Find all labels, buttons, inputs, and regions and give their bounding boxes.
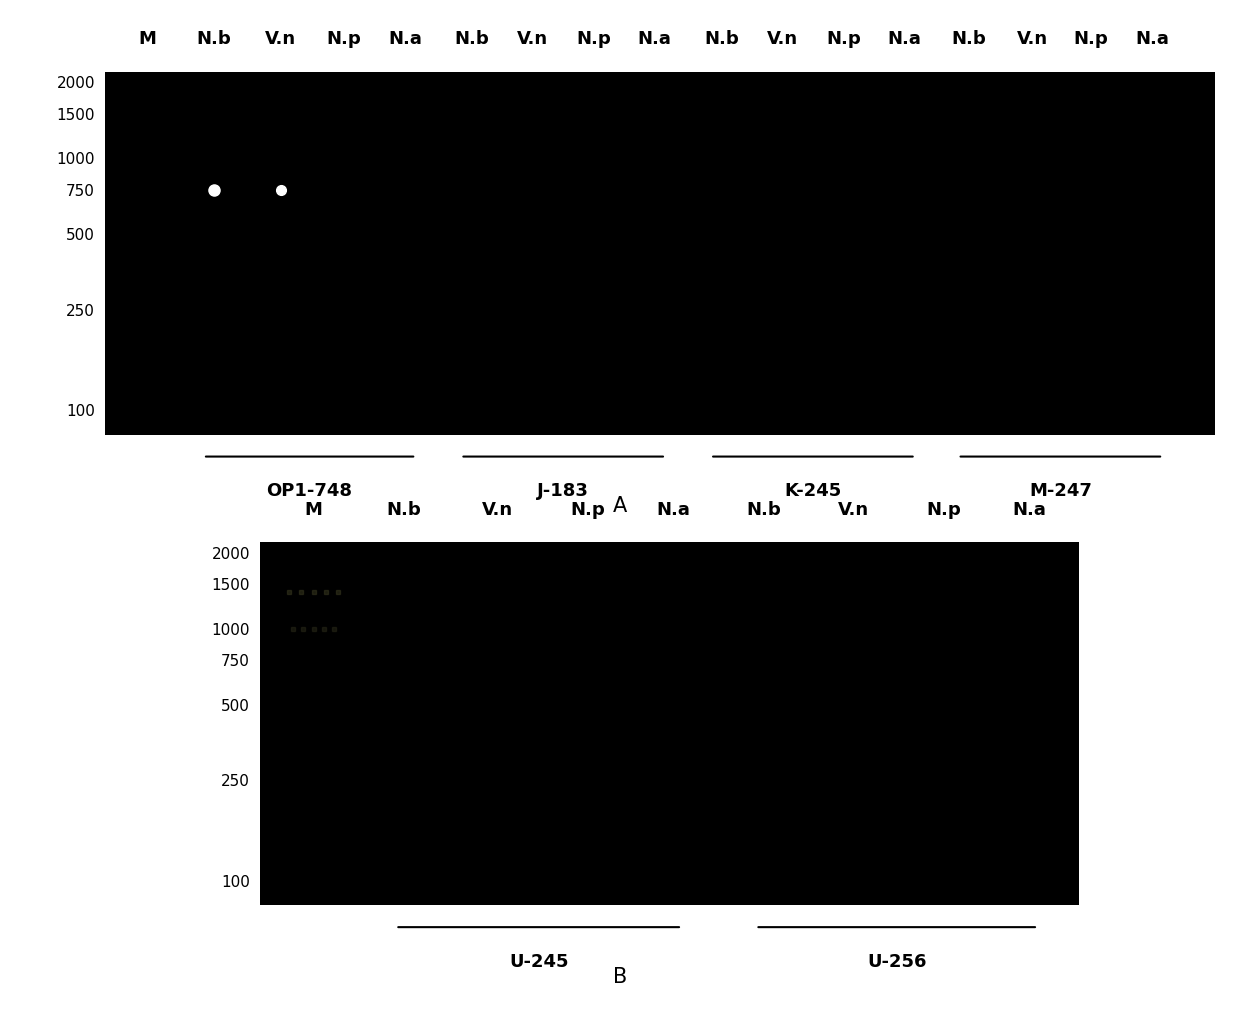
Text: M: M bbox=[139, 30, 156, 48]
Text: N.a: N.a bbox=[1135, 30, 1169, 48]
Text: V.n: V.n bbox=[482, 500, 513, 519]
Text: N.p: N.p bbox=[326, 30, 361, 48]
Text: V.n: V.n bbox=[838, 500, 869, 519]
Text: N.b: N.b bbox=[386, 500, 422, 519]
Text: M: M bbox=[305, 500, 322, 519]
Text: N.a: N.a bbox=[388, 30, 422, 48]
Text: V.n: V.n bbox=[766, 30, 799, 48]
Text: J-183: J-183 bbox=[537, 482, 589, 500]
Text: N.a: N.a bbox=[637, 30, 672, 48]
Text: B: B bbox=[613, 967, 627, 987]
Text: N.a: N.a bbox=[888, 30, 921, 48]
Text: N.b: N.b bbox=[454, 30, 489, 48]
Text: M-247: M-247 bbox=[1029, 482, 1092, 500]
Text: N.p: N.p bbox=[926, 500, 961, 519]
Text: OP1-748: OP1-748 bbox=[267, 482, 352, 500]
Text: N.p: N.p bbox=[826, 30, 861, 48]
Text: A: A bbox=[613, 496, 627, 517]
Text: N.b: N.b bbox=[746, 500, 781, 519]
Text: V.n: V.n bbox=[1017, 30, 1048, 48]
Text: N.b: N.b bbox=[704, 30, 739, 48]
Text: N.a: N.a bbox=[1013, 500, 1047, 519]
Text: N.b: N.b bbox=[951, 30, 986, 48]
Text: K-245: K-245 bbox=[784, 482, 842, 500]
Text: N.b: N.b bbox=[197, 30, 232, 48]
Text: V.n: V.n bbox=[265, 30, 296, 48]
Text: U-256: U-256 bbox=[867, 952, 926, 971]
Text: N.p: N.p bbox=[1074, 30, 1109, 48]
Text: N.p: N.p bbox=[570, 500, 605, 519]
Text: V.n: V.n bbox=[517, 30, 548, 48]
Text: U-245: U-245 bbox=[508, 952, 568, 971]
Text: N.a: N.a bbox=[657, 500, 691, 519]
Text: N.p: N.p bbox=[577, 30, 611, 48]
